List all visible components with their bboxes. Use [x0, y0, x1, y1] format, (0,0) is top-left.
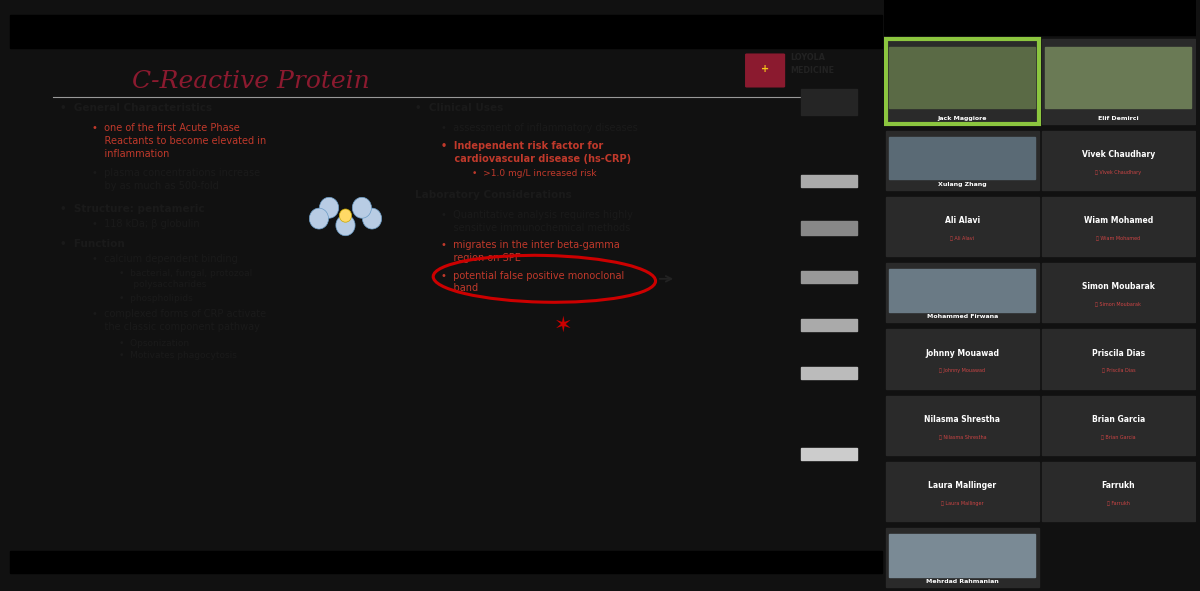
Text: Farrukh: Farrukh	[1102, 481, 1135, 490]
Ellipse shape	[353, 197, 372, 218]
Text: •  General Characteristics: • General Characteristics	[60, 103, 212, 113]
Text: Mohammed Firwana: Mohammed Firwana	[926, 314, 998, 319]
Text: Laboratory Considerations: Laboratory Considerations	[415, 190, 572, 200]
Bar	[1043, 462, 1194, 521]
Text: •  migrates in the inter beta-gamma
    region on SPE: • migrates in the inter beta-gamma regio…	[442, 241, 620, 263]
Text: •  118 kDa; β globulin: • 118 kDa; β globulin	[92, 219, 200, 229]
Bar	[802, 176, 857, 187]
Bar	[887, 396, 1038, 455]
FancyBboxPatch shape	[745, 53, 785, 87]
Bar	[1043, 197, 1194, 256]
Text: 🎤 Johnny Mouawad: 🎤 Johnny Mouawad	[940, 368, 985, 374]
Text: 🎤 Brian Garcia: 🎤 Brian Garcia	[1102, 434, 1135, 440]
Text: Nilasma Shrestha: Nilasma Shrestha	[924, 415, 1001, 424]
Text: Priscila Dias: Priscila Dias	[1092, 349, 1145, 358]
Text: 🎤 Farrukh: 🎤 Farrukh	[1106, 501, 1130, 506]
Text: 🎤 Nilasma Shrestha: 🎤 Nilasma Shrestha	[938, 434, 986, 440]
Text: •  Function: • Function	[60, 239, 125, 249]
Text: •  Quantitative analysis requires highly
    sensitive immunochemical methods: • Quantitative analysis requires highly …	[442, 210, 634, 233]
Text: Johnny Mouawad: Johnny Mouawad	[925, 349, 1000, 358]
Bar	[802, 89, 857, 115]
Bar	[889, 534, 1036, 577]
Text: ✶: ✶	[554, 316, 572, 336]
Text: •  Opsonization: • Opsonization	[119, 339, 188, 348]
Text: 🎤 Wiam Mohamed: 🎤 Wiam Mohamed	[1097, 236, 1140, 241]
Text: Simon Moubarak: Simon Moubarak	[1082, 282, 1154, 291]
Bar	[802, 319, 857, 331]
Text: •  assessment of inflammatory diseases: • assessment of inflammatory diseases	[442, 124, 638, 133]
Bar	[887, 39, 1038, 124]
Bar	[10, 15, 882, 48]
Ellipse shape	[340, 209, 352, 222]
Ellipse shape	[336, 215, 355, 236]
Bar	[889, 269, 1036, 311]
Bar	[887, 528, 1038, 587]
Bar	[887, 462, 1038, 521]
Text: •  bacterial, fungal, protozoal
     polysaccharides: • bacterial, fungal, protozoal polysacch…	[119, 269, 252, 290]
Text: Laura Mallinger: Laura Mallinger	[929, 481, 996, 490]
Bar	[884, 0, 1196, 35]
Bar	[887, 197, 1038, 256]
Text: Vivek Chaudhary: Vivek Chaudhary	[1081, 150, 1156, 159]
Bar	[802, 367, 857, 379]
Text: Brian Garcia: Brian Garcia	[1092, 415, 1145, 424]
Text: •  Independent risk factor for
    cardiovascular disease (hs-CRP): • Independent risk factor for cardiovasc…	[442, 141, 631, 164]
Text: •  calcium dependent binding: • calcium dependent binding	[92, 254, 239, 264]
Bar	[802, 221, 857, 235]
Text: •  phospholipids: • phospholipids	[119, 294, 192, 303]
Bar	[1043, 396, 1194, 455]
Text: C-Reactive Protein: C-Reactive Protein	[132, 70, 370, 93]
Text: 🎤 Priscila Dias: 🎤 Priscila Dias	[1102, 368, 1135, 374]
Text: 20: 20	[826, 551, 839, 561]
Text: Wiam Mohamed: Wiam Mohamed	[1084, 216, 1153, 225]
Bar	[887, 329, 1038, 389]
Text: •  plasma concentrations increase
    by as much as 500-fold: • plasma concentrations increase by as m…	[92, 168, 260, 190]
Bar	[887, 263, 1038, 322]
Text: •  complexed forms of CRP activate
    the classic component pathway: • complexed forms of CRP activate the cl…	[92, 309, 266, 332]
Text: •  Structure: pentameric: • Structure: pentameric	[60, 203, 205, 213]
Bar	[1043, 39, 1194, 124]
Text: Elif Demirci: Elif Demirci	[1098, 116, 1139, 121]
Bar	[1043, 131, 1194, 190]
Ellipse shape	[319, 197, 338, 218]
Bar	[1043, 329, 1194, 389]
Bar	[889, 137, 1036, 179]
Bar	[887, 131, 1038, 190]
Bar	[1043, 263, 1194, 322]
Bar	[887, 39, 1038, 124]
Text: •  Motivates phagocytosis: • Motivates phagocytosis	[119, 352, 236, 361]
Text: LOYOLA
MEDICINE: LOYOLA MEDICINE	[791, 53, 834, 75]
Ellipse shape	[310, 208, 329, 229]
Text: Xulang Zhang: Xulang Zhang	[938, 182, 986, 187]
Text: 🎤 Ali Alavi: 🎤 Ali Alavi	[950, 236, 974, 241]
Bar	[889, 47, 1036, 108]
Text: +: +	[761, 64, 769, 74]
Text: •  >1.0 mg/L increased risk: • >1.0 mg/L increased risk	[472, 169, 596, 178]
Text: •  Clinical Uses: • Clinical Uses	[415, 103, 504, 113]
Bar	[1045, 47, 1192, 108]
Bar	[802, 271, 857, 283]
Text: Mehrdad Rahmanian: Mehrdad Rahmanian	[926, 580, 998, 584]
Bar	[802, 448, 857, 460]
Ellipse shape	[362, 208, 382, 229]
Text: 🎤 Laura Mallinger: 🎤 Laura Mallinger	[941, 501, 984, 506]
Bar	[10, 551, 882, 573]
Text: •  potential false positive monoclonal
    band: • potential false positive monoclonal ba…	[442, 271, 625, 293]
Text: 🎤 Vivek Chaudhary: 🎤 Vivek Chaudhary	[1096, 170, 1141, 174]
Text: Jack Maggiore: Jack Maggiore	[937, 116, 988, 121]
Text: •  one of the first Acute Phase
    Reactants to become elevated in
    inflamma: • one of the first Acute Phase Reactants…	[92, 124, 266, 159]
Text: Ali Alavi: Ali Alavi	[944, 216, 980, 225]
Text: 🎤 Simon Moubarak: 🎤 Simon Moubarak	[1096, 302, 1141, 307]
